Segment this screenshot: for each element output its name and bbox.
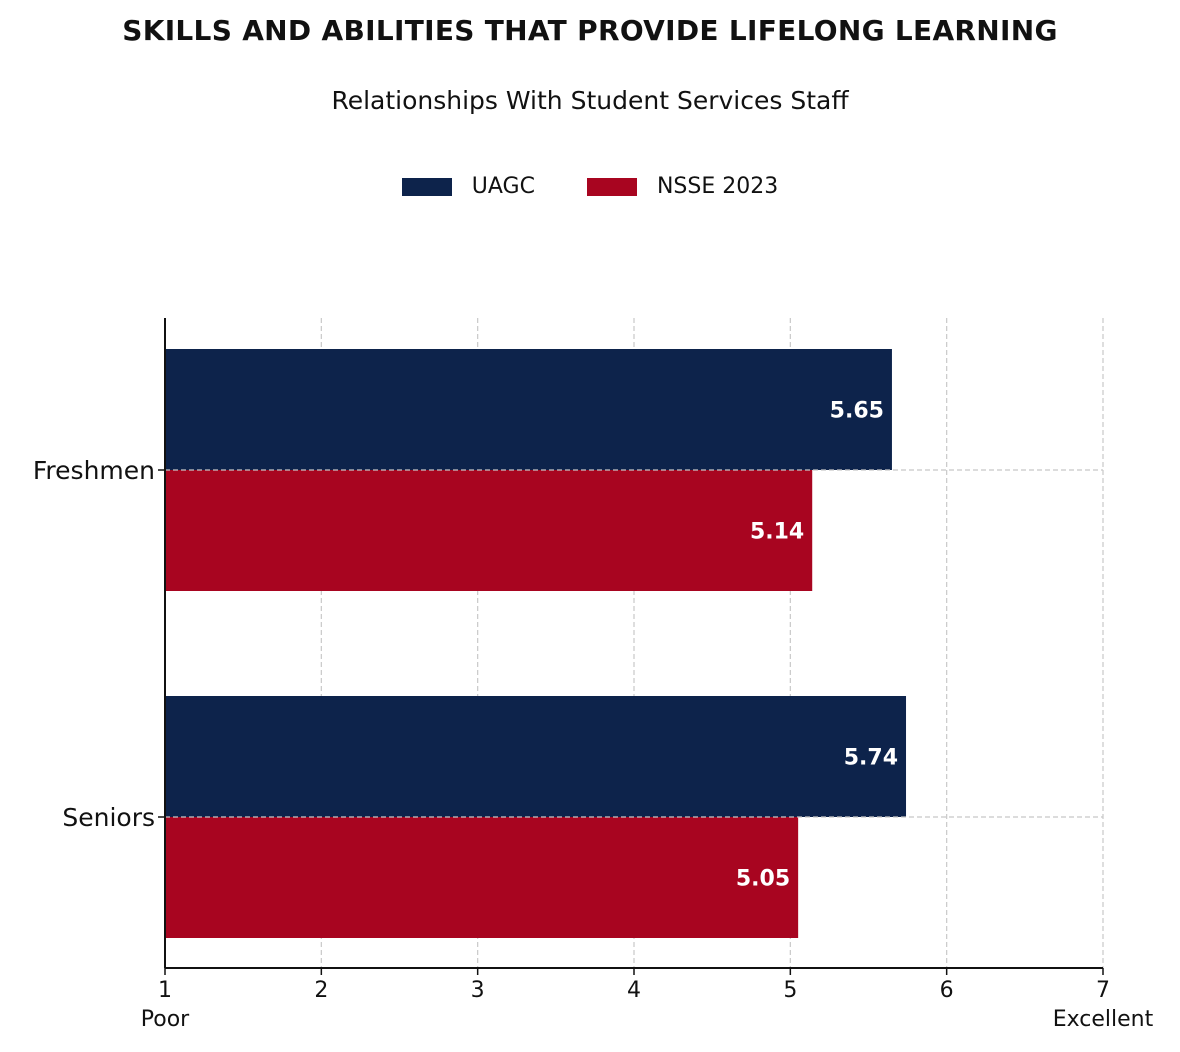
category-label-freshmen: Freshmen — [33, 456, 155, 485]
x-tick-label-6: 7 — [1096, 978, 1110, 1003]
chart-title: SKILLS AND ABILITIES THAT PROVIDE LIFELO… — [122, 14, 1058, 47]
x-max-label: Excellent — [1053, 1007, 1154, 1032]
x-tick-label-3: 4 — [627, 978, 641, 1003]
legend-item-nsse: NSSE 2023 — [586, 174, 779, 199]
legend-swatch-uagc — [401, 177, 452, 196]
value-label-seniors-nsse: 5.05 — [736, 867, 790, 892]
x-tick-label-2: 3 — [471, 978, 485, 1003]
bar-seniors-uagc — [165, 696, 907, 817]
value-label-freshmen-uagc: 5.65 — [830, 399, 884, 424]
legend-label-nsse: NSSE 2023 — [656, 174, 779, 199]
value-label-freshmen-nsse: 5.14 — [750, 520, 804, 545]
bar-freshmen-uagc — [165, 349, 892, 470]
value-label-seniors-uagc: 5.74 — [844, 746, 898, 771]
x-tick-label-1: 2 — [314, 978, 328, 1003]
legend-label-uagc: UAGC — [471, 174, 535, 199]
chart-subtitle: Relationships With Student Services Staf… — [331, 86, 849, 115]
x-tick-label-0: 1 — [158, 978, 172, 1003]
bar-freshmen-nsse — [165, 470, 813, 591]
legend-item-uagc: UAGC — [401, 174, 535, 199]
legend: UAGC NSSE 2023 — [0, 174, 1180, 199]
x-tick-label-4: 5 — [783, 978, 797, 1003]
x-tick-label-5: 6 — [940, 978, 954, 1003]
bar-seniors-nsse — [165, 817, 799, 938]
legend-swatch-nsse — [586, 177, 637, 196]
x-min-label: Poor — [141, 1007, 190, 1032]
category-label-seniors: Seniors — [62, 803, 155, 832]
